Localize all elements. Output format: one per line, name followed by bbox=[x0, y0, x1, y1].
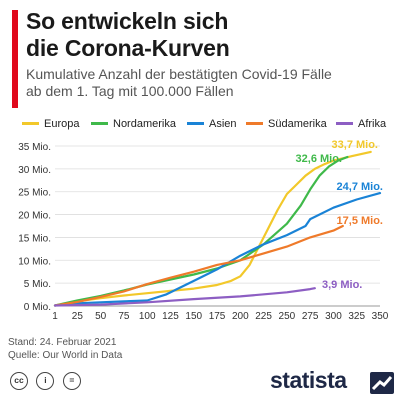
statista-logo-text[interactable]: statista bbox=[270, 367, 347, 393]
legend-swatch bbox=[22, 121, 39, 125]
legend-item: Asien bbox=[187, 118, 237, 130]
series-line bbox=[53, 224, 344, 307]
x-tick-label: 1 bbox=[52, 311, 58, 322]
series-end-label: 17,5 Mio. bbox=[337, 215, 383, 227]
series-end-label: 24,7 Mio. bbox=[337, 181, 383, 193]
statista-logo-icon bbox=[370, 372, 394, 394]
x-tick-label: 175 bbox=[209, 311, 226, 322]
creative-commons-icon[interactable]: cc bbox=[10, 372, 28, 390]
y-tick-label: 35 Mio. bbox=[18, 142, 51, 153]
x-tick-label: 25 bbox=[72, 311, 84, 322]
license-icons: cc i = bbox=[10, 372, 85, 392]
y-tick-label: 15 Mio. bbox=[18, 233, 51, 244]
footer-note: Stand: 24. Februar 2021 Quelle: Our Worl… bbox=[8, 337, 122, 362]
series-line bbox=[53, 287, 316, 307]
series-end-label: 33,7 Mio. bbox=[332, 139, 378, 151]
legend-item: Europa bbox=[22, 118, 79, 130]
x-tick-label: 225 bbox=[255, 311, 272, 322]
x-tick-label: 275 bbox=[302, 311, 319, 322]
chart-subtitle: Kumulative Anzahl der bestätigten Covid-… bbox=[26, 66, 396, 100]
y-tick-label: 20 Mio. bbox=[18, 211, 51, 222]
title-accent-bar bbox=[12, 10, 18, 108]
attribution-icon[interactable]: i bbox=[36, 372, 55, 390]
legend-label: Nordamerika bbox=[113, 118, 176, 130]
x-tick-label: 250 bbox=[279, 311, 296, 322]
subtitle-line-1: Kumulative Anzahl der bestätigten Covid-… bbox=[26, 66, 332, 82]
legend-item: Afrika bbox=[336, 118, 386, 130]
x-tick-label: 125 bbox=[162, 311, 179, 322]
stand-date: Stand: 24. Februar 2021 bbox=[8, 337, 117, 348]
y-tick-label: 25 Mio. bbox=[18, 188, 51, 199]
series-end-label: 3,9 Mio. bbox=[322, 279, 362, 291]
legend-label: Afrika bbox=[358, 118, 387, 130]
legend-label: Südamerika bbox=[268, 118, 327, 130]
x-tick-label: 150 bbox=[185, 311, 202, 322]
x-tick-label: 200 bbox=[232, 311, 249, 322]
source-text: Quelle: Our World in Data bbox=[8, 349, 123, 361]
series-end-label: 32,6 Mio. bbox=[296, 153, 342, 165]
legend-swatch bbox=[187, 121, 204, 125]
legend-item: Nordamerika bbox=[91, 118, 176, 130]
x-tick-label: 300 bbox=[325, 311, 342, 322]
title-line-1: So entwickeln sich bbox=[26, 8, 229, 34]
legend-label: Asien bbox=[209, 118, 237, 130]
x-tick-label: 75 bbox=[118, 311, 130, 322]
subtitle-line-2: ab dem 1. Tag mit 100.000 Fällen bbox=[26, 83, 234, 99]
legend-swatch bbox=[91, 121, 108, 125]
x-tick-label: 50 bbox=[95, 311, 107, 322]
legend-swatch bbox=[336, 121, 353, 125]
x-tick-label: 100 bbox=[139, 311, 156, 322]
x-tick-label: 350 bbox=[372, 311, 389, 322]
title-line-2: die Corona-Kurven bbox=[26, 35, 230, 61]
x-tick-label: 325 bbox=[348, 311, 365, 322]
y-tick-label: 0 Mio. bbox=[24, 302, 51, 313]
y-tick-label: 30 Mio. bbox=[18, 165, 51, 176]
y-tick-label: 10 Mio. bbox=[18, 256, 51, 267]
chart-legend: Europa Nordamerika Asien Südamerika Afrika bbox=[12, 118, 402, 134]
legend-item: Südamerika bbox=[246, 118, 327, 130]
chart-title: So entwickeln sich die Corona-Kurven bbox=[26, 8, 386, 62]
legend-swatch bbox=[246, 121, 263, 125]
no-derivatives-icon[interactable]: = bbox=[62, 372, 81, 390]
y-tick-label: 5 Mio. bbox=[24, 279, 51, 290]
legend-label: Europa bbox=[44, 118, 80, 130]
